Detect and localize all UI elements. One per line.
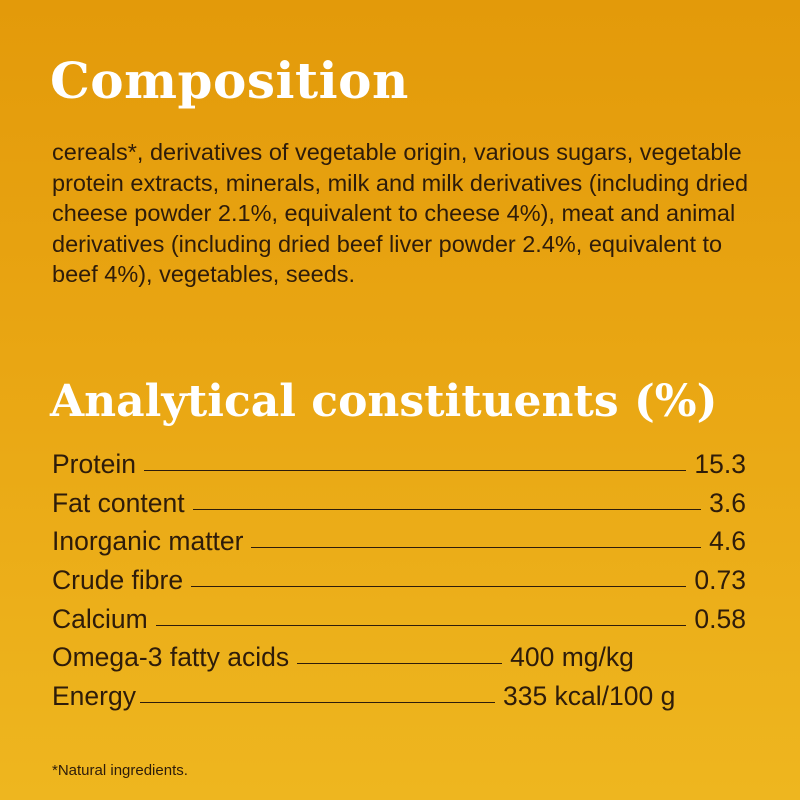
constituent-value: 3.6: [709, 487, 746, 518]
composition-heading: Composition: [50, 51, 409, 110]
composition-text: cereals*, derivatives of vegetable origi…: [52, 139, 749, 288]
leader-line: [192, 508, 702, 510]
leader-line: [191, 586, 687, 588]
constituent-label: Omega-3 fatty acids: [52, 642, 290, 673]
constituent-label: Protein: [52, 449, 136, 479]
footnote: *Natural ingredients.: [52, 762, 188, 779]
leader-line: [297, 663, 503, 665]
constituent-value: 4.6: [709, 526, 746, 557]
leader-line: [251, 547, 702, 549]
constituent-label: Inorganic matter: [52, 526, 244, 557]
constituent-value: 400 mg/kg: [510, 642, 634, 673]
constituent-row-protein: Protein 15.3: [52, 449, 746, 488]
constituent-row-inorganic-matter: Inorganic matter 4.6: [52, 526, 746, 565]
constituent-label: Energy: [52, 681, 136, 712]
leader-line: [155, 624, 687, 626]
leader-line: [143, 470, 687, 471]
constituent-row-crude-fibre: Crude fibre 0.73: [52, 565, 746, 604]
analytical-constituents-heading: Analytical constituents (%): [50, 376, 718, 427]
constituent-value: 0.58: [694, 603, 746, 634]
constituent-value: 0.73: [694, 565, 746, 596]
leader-line: [139, 702, 495, 704]
analytical-constituents-list: Protein 15.3 Fat content 3.6 Inorganic m…: [52, 449, 746, 720]
constituent-label: Crude fibre: [52, 565, 184, 596]
constituent-value: 335 kcal/100 g: [502, 681, 676, 712]
constituent-row-energy: Energy 335 kcal/100 g: [52, 681, 746, 720]
constituent-row-calcium: Calcium 0.58: [52, 604, 746, 643]
constituent-value: 15.3: [694, 449, 746, 479]
constituent-row-fat-content: Fat content 3.6: [52, 488, 746, 527]
constituent-label: Calcium: [52, 603, 148, 634]
constituent-label: Fat content: [52, 487, 185, 518]
constituent-row-omega-3: Omega-3 fatty acids 400 mg/kg: [52, 642, 746, 681]
